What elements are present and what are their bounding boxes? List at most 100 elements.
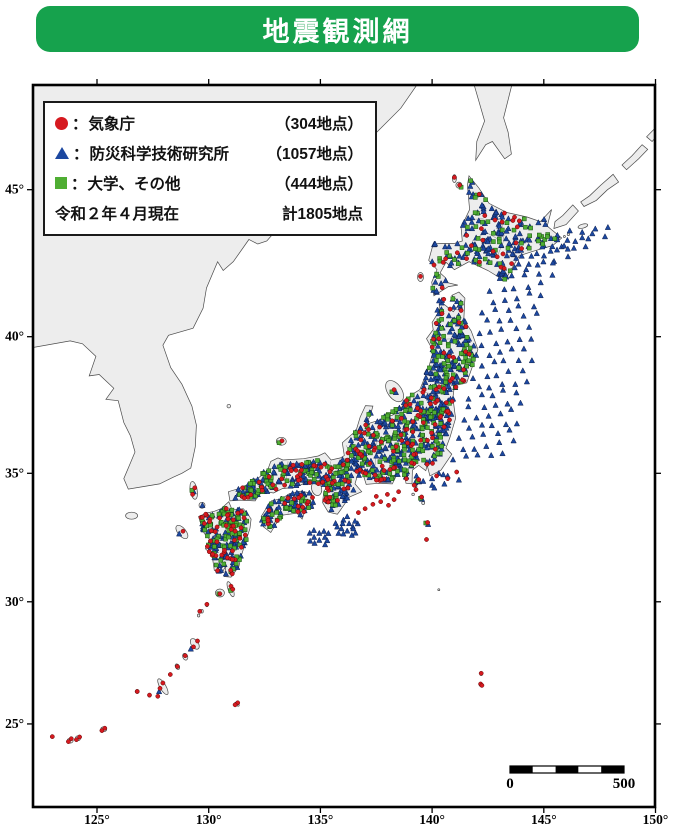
station-jma [429, 435, 436, 441]
station-univ [338, 469, 344, 475]
lon-axis-label: 130° [196, 812, 222, 827]
station-jma [273, 486, 279, 492]
station-jma [439, 311, 445, 317]
station-jma [207, 538, 213, 544]
station-univ [306, 505, 312, 511]
station-univ [392, 430, 398, 436]
station-jma [410, 419, 416, 425]
station-univ [365, 431, 371, 437]
station-univ [261, 471, 267, 477]
station-univ [467, 345, 473, 351]
station-jma [298, 467, 304, 473]
map-legend: ： 気象庁 （304地点） ： 防災科学技術研究所 （1057地点） ： 大学、… [43, 101, 377, 236]
station-univ [479, 219, 485, 225]
station-jma [201, 520, 207, 527]
station-univ [469, 362, 475, 368]
station-univ [433, 371, 439, 377]
station-jma [476, 191, 482, 197]
station-jma [160, 680, 166, 686]
station-jma [134, 688, 140, 695]
station-univ [522, 224, 528, 230]
station-univ [409, 392, 415, 398]
station-jma [494, 254, 500, 260]
station-jma [425, 519, 431, 526]
station-jma [301, 509, 307, 515]
station-jma [190, 491, 196, 497]
station-jma [207, 519, 213, 525]
legend-colon: ： [73, 146, 89, 163]
station-univ [451, 257, 457, 263]
station-jma [454, 469, 460, 475]
station-univ [369, 467, 375, 473]
station-jma [194, 638, 201, 644]
landmass-etorofu [580, 173, 620, 207]
station-univ [466, 358, 472, 364]
station-univ [458, 300, 464, 306]
station-jma [440, 259, 446, 265]
station-univ [435, 451, 441, 456]
station-univ [511, 227, 517, 233]
station-jma [329, 480, 335, 486]
station-jma [370, 501, 376, 507]
station-univ [402, 446, 407, 452]
station-jma [240, 485, 246, 491]
station-univ [278, 467, 284, 472]
station-jma [478, 226, 484, 232]
station-jma [230, 523, 236, 529]
station-jma [265, 517, 271, 524]
legend-label-jma: 気象庁 [88, 116, 136, 133]
station-univ [460, 359, 466, 365]
legend-item-nied: ： 防災科学技術研究所 （1057地点） [55, 138, 363, 168]
station-jma [361, 430, 367, 436]
landmass-sakhalin [473, 85, 513, 162]
station-jma [458, 307, 464, 314]
station-jma [414, 405, 420, 411]
station-jma [441, 424, 447, 430]
island [411, 492, 415, 497]
island [577, 223, 589, 229]
station-jma [295, 503, 301, 509]
station-jma [456, 319, 462, 326]
station-univ [274, 509, 280, 515]
univ-station-icon [55, 177, 67, 189]
station-univ [248, 487, 254, 493]
station-univ [485, 219, 491, 225]
station-univ [401, 467, 407, 473]
scale-bar: 0 500 [506, 765, 635, 792]
station-jma [358, 451, 364, 457]
station-univ [268, 501, 274, 507]
station-univ [418, 442, 424, 448]
station-jma [378, 439, 384, 445]
station-jma [238, 544, 244, 550]
station-univ [444, 250, 450, 255]
station-univ [441, 333, 447, 339]
lon-axis-label: 140° [419, 812, 445, 827]
station-jma [449, 398, 455, 404]
station-jma [300, 504, 306, 510]
station-jma [232, 702, 238, 708]
station-univ [218, 557, 224, 563]
station-univ [435, 353, 441, 359]
legend-label-nied: 防災科学技術研究所 [89, 146, 230, 163]
station-univ [315, 458, 320, 463]
station-univ [377, 459, 383, 465]
station-jma [157, 685, 163, 691]
station-jma [229, 556, 235, 563]
station-jma [370, 432, 376, 438]
station-jma [391, 465, 397, 471]
lat-axis-label: 25° [5, 716, 24, 731]
station-jma [514, 224, 520, 230]
station-univ [243, 537, 249, 543]
station-jma [513, 240, 519, 246]
station-univ [391, 457, 397, 463]
scale-bar-zero-label: 0 [506, 776, 514, 792]
station-jma [433, 320, 439, 326]
station-univ [507, 268, 513, 274]
map-frame [31, 83, 657, 809]
station-jma [297, 471, 303, 477]
station-jma [204, 601, 210, 607]
station-jma [403, 476, 409, 482]
station-jma [404, 426, 410, 432]
station-univ [468, 178, 474, 184]
station-univ [439, 443, 445, 449]
